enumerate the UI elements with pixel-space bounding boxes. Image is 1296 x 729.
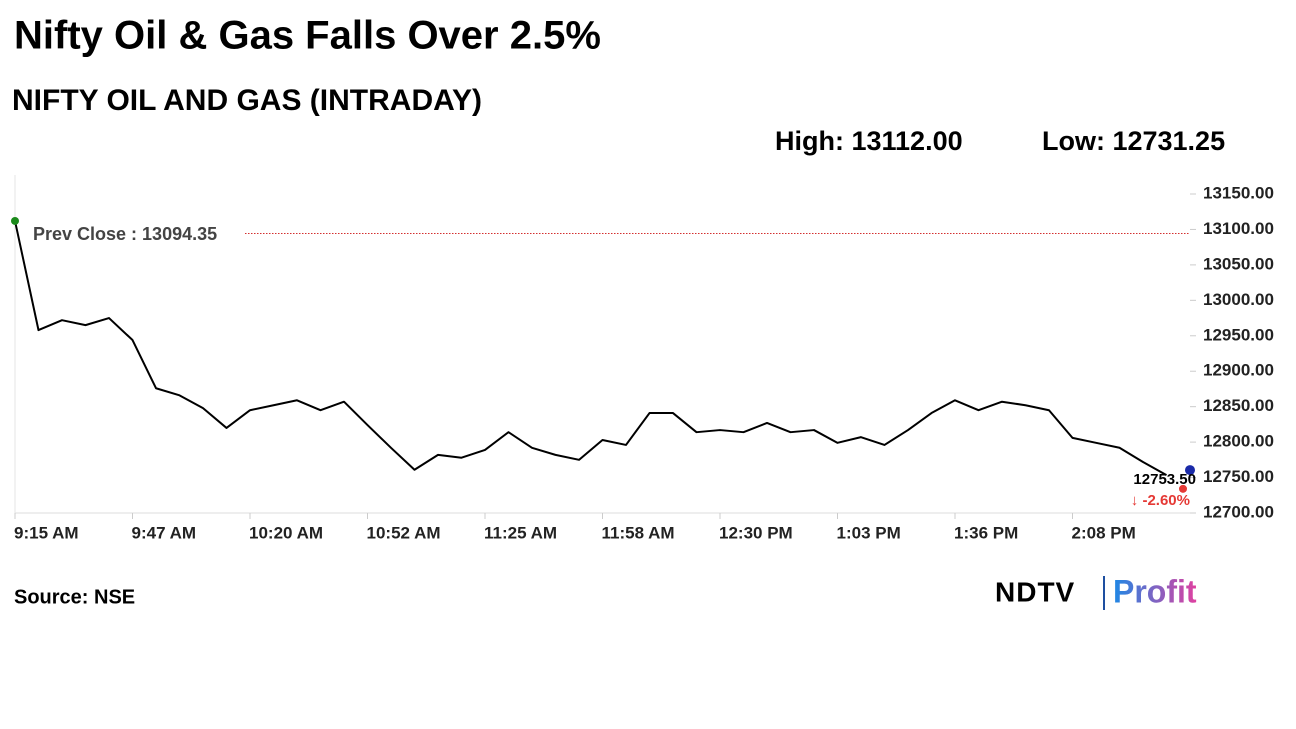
high-dot <box>11 216 19 225</box>
last-dot <box>1185 465 1195 476</box>
y-tick-label: 13050.00 <box>1203 254 1274 273</box>
source: Source: NSE <box>14 586 135 608</box>
y-tick-label: 12850.00 <box>1203 396 1274 415</box>
y-tick-label: 13150.00 <box>1203 183 1274 202</box>
x-tick-label: 9:47 AM <box>132 523 197 542</box>
logo-product: Profit <box>1113 573 1197 609</box>
low-label: Low: 12731.25 <box>1042 126 1225 156</box>
x-tick-label: 2:08 PM <box>1072 523 1136 542</box>
y-tick-label: 12800.00 <box>1203 432 1274 451</box>
x-tick-label: 1:36 PM <box>954 523 1018 542</box>
x-tick-label: 1:03 PM <box>837 523 901 542</box>
chart-subtitle: NIFTY OIL AND GAS (INTRADAY) <box>12 84 482 117</box>
x-tick-label: 11:25 AM <box>484 523 557 542</box>
x-tick-label: 10:20 AM <box>249 523 323 542</box>
x-tick-label: 9:15 AM <box>14 523 79 542</box>
y-tick-label: 12950.00 <box>1203 325 1274 344</box>
high-label: High: 13112.00 <box>775 126 963 156</box>
y-tick-label: 13100.00 <box>1203 219 1274 238</box>
low-dot <box>1179 484 1187 493</box>
plot: 12700.00 12750.00 12800.00 12850.00 12900.00… <box>11 175 1274 542</box>
chart-title: Nifty Oil & Gas Falls Over 2.5% <box>14 14 601 58</box>
logo-brand: NDTV <box>995 576 1075 607</box>
change-label: ↓ -2.60% <box>1131 492 1190 509</box>
y-tick-label: 12900.00 <box>1203 361 1274 380</box>
x-tick-label: 11:58 AM <box>602 523 675 542</box>
last-value-label: 12753.50 <box>1133 471 1196 488</box>
x-tick-label: 12:30 PM <box>719 523 793 542</box>
y-tick-label: 12750.00 <box>1203 467 1274 486</box>
x-tick-label: 10:52 AM <box>367 523 441 542</box>
price-line <box>14 220 1167 476</box>
prev-close-label: Prev Close : 13094.35 <box>33 224 217 244</box>
y-tick-label: 13000.00 <box>1203 290 1274 309</box>
y-tick-label: 12700.00 <box>1203 502 1274 521</box>
